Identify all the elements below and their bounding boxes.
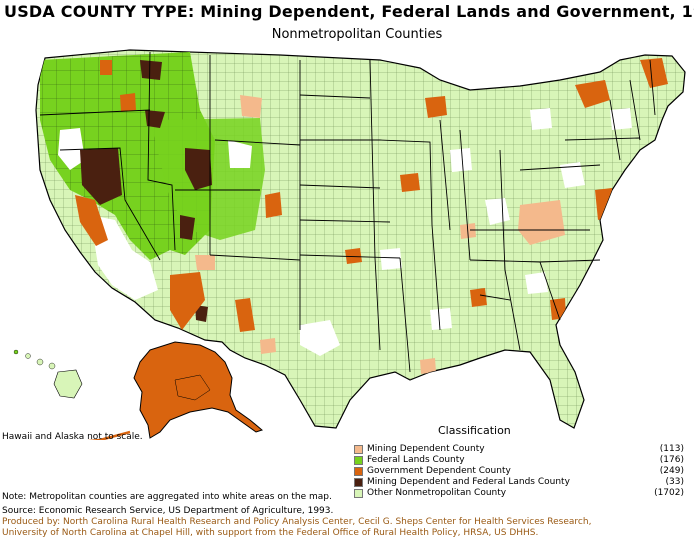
legend-item: Mining Dependent County (113) xyxy=(354,444,684,455)
legend-swatch xyxy=(354,478,363,487)
legend-item: Other Nonmetropolitan County (1702) xyxy=(354,488,684,499)
legend-count: (1702) xyxy=(654,488,684,498)
credit-line-2: University of North Carolina at Chapel H… xyxy=(2,528,539,538)
legend-item: Mining Dependent and Federal Lands Count… xyxy=(354,477,684,488)
legend-swatch xyxy=(354,467,363,476)
contiguous-us xyxy=(35,49,686,429)
legend-count: (249) xyxy=(659,466,684,476)
legend-swatch xyxy=(354,456,363,465)
county-type-map xyxy=(13,49,686,440)
legend-swatch xyxy=(354,445,363,454)
legend-count: (113) xyxy=(659,444,684,454)
legend-count: (33) xyxy=(665,477,684,487)
hawaii-alaska-note: Hawaii and Alaska not to scale. xyxy=(2,432,143,442)
map-subtitle: Nonmetropolitan Counties xyxy=(271,27,443,42)
legend-label: Mining Dependent County xyxy=(367,444,485,454)
alaska xyxy=(87,341,264,440)
legend-label: Government Dependent County xyxy=(367,466,511,476)
metro-note: Note: Metropolitan counties are aggregat… xyxy=(2,492,332,502)
legend-label: Federal Lands County xyxy=(367,455,465,465)
legend-item: Federal Lands County (176) xyxy=(354,455,684,466)
legend-label: Mining Dependent and Federal Lands Count… xyxy=(367,477,570,487)
legend-item: Government Dependent County (249) xyxy=(354,466,684,477)
legend-title: Classification xyxy=(438,424,511,437)
map-title: USDA COUNTY TYPE: Mining Dependent, Fede… xyxy=(4,2,694,21)
legend-label: Other Nonmetropolitan County xyxy=(367,488,507,498)
source-note: Source: Economic Research Service, US De… xyxy=(2,506,334,516)
credit-line-1: Produced by: North Carolina Rural Health… xyxy=(2,517,592,527)
legend-swatch xyxy=(354,489,363,498)
hawaii xyxy=(13,349,83,399)
legend-count: (176) xyxy=(659,455,684,465)
